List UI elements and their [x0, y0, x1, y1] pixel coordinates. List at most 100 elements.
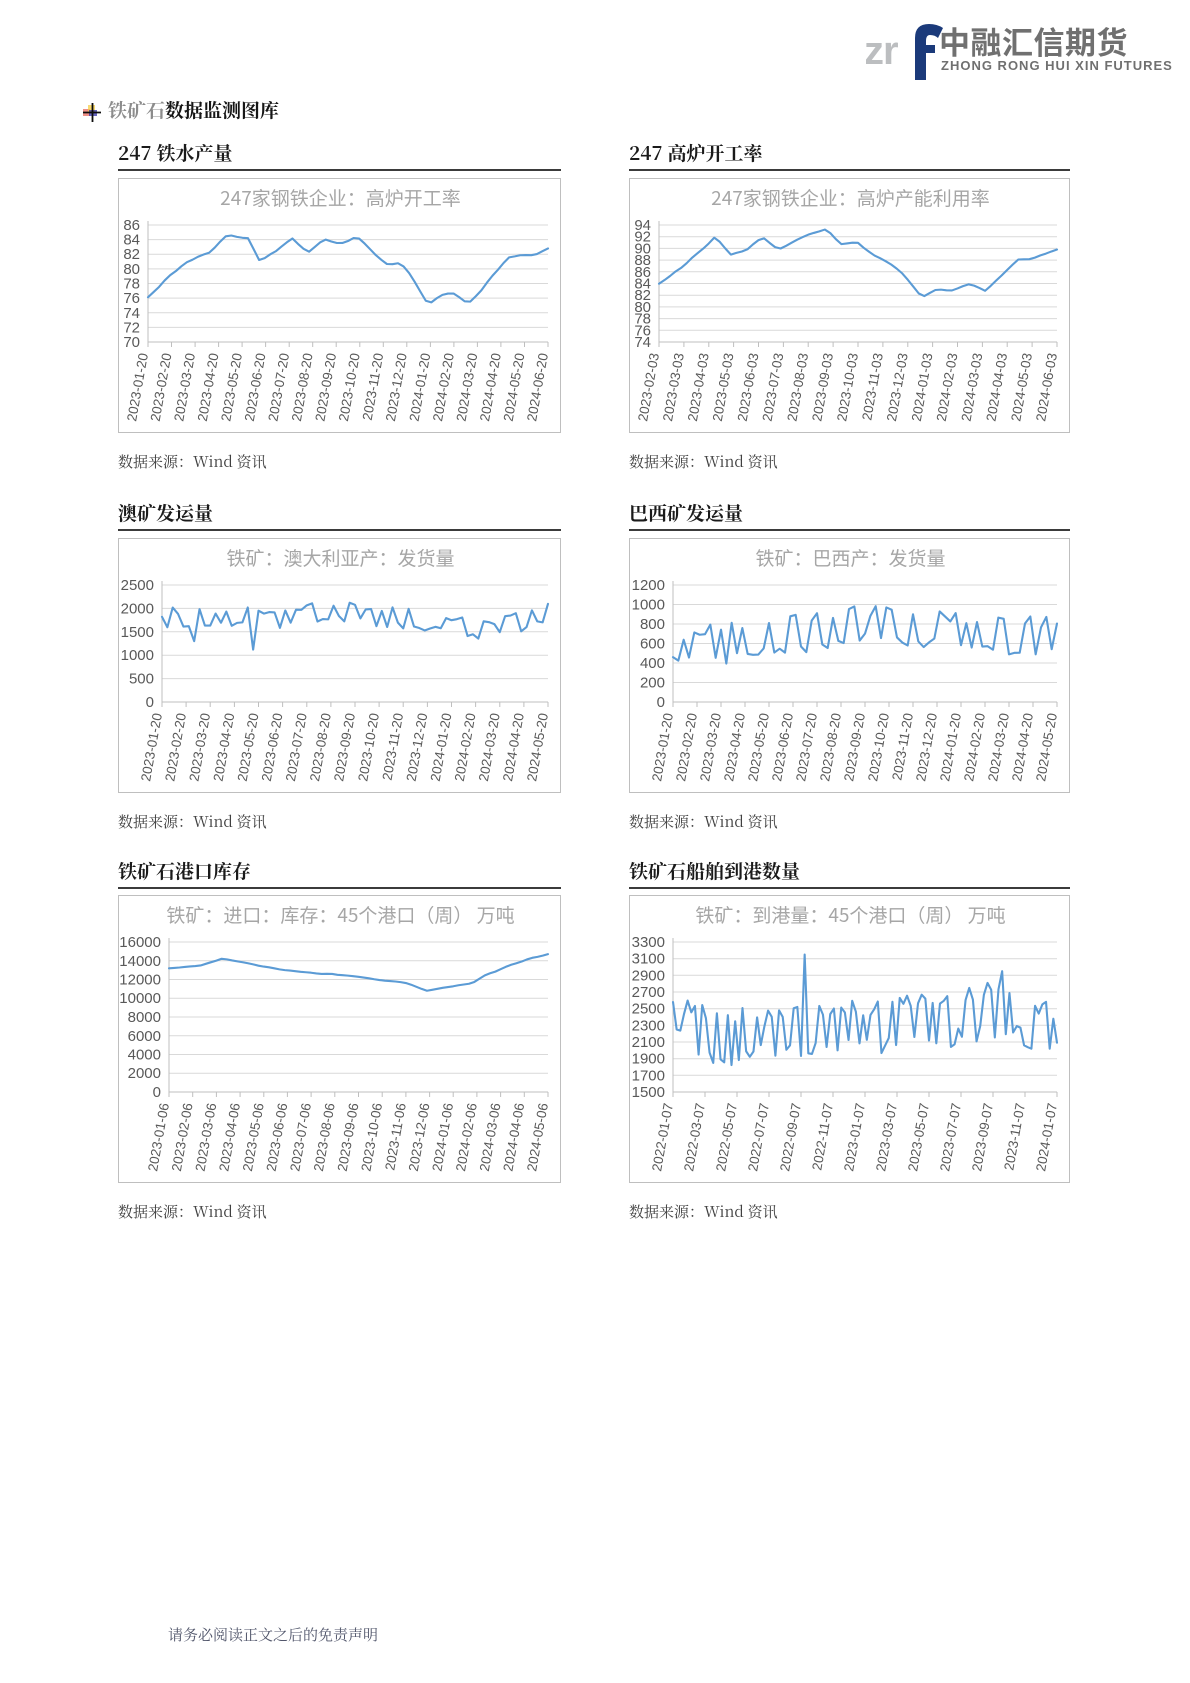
svg-text:78: 78: [123, 276, 140, 293]
svg-text:2023-07-20: 2023-07-20: [265, 352, 292, 423]
svg-text:2024-02-20: 2024-02-20: [430, 352, 457, 423]
svg-text:2023-12-20: 2023-12-20: [404, 712, 431, 783]
svg-text:2024-01-07: 2024-01-07: [1033, 1102, 1060, 1173]
svg-text:500: 500: [129, 671, 154, 688]
svg-text:2024-01-06: 2024-01-06: [429, 1102, 456, 1173]
svg-text:14000: 14000: [119, 953, 161, 970]
svg-text:1000: 1000: [121, 647, 154, 664]
svg-text:2023-05-20: 2023-05-20: [745, 712, 772, 783]
svg-text:2023-08-06: 2023-08-06: [311, 1102, 338, 1173]
svg-text:2023-01-20: 2023-01-20: [138, 712, 165, 783]
svg-text:84: 84: [123, 232, 140, 249]
svg-text:2023-01-07: 2023-01-07: [841, 1102, 868, 1173]
svg-text:zr: zr: [866, 29, 898, 73]
svg-text:2023-01-06: 2023-01-06: [145, 1102, 172, 1173]
svg-text:2100: 2100: [632, 1034, 665, 1051]
svg-text:2000: 2000: [128, 1065, 161, 1082]
svg-text:16000: 16000: [119, 934, 161, 951]
svg-text:铁矿：进口：库存：45个港口（周） 万吨: 铁矿：进口：库存：45个港口（周） 万吨: [166, 901, 514, 928]
svg-text:2500: 2500: [632, 1001, 665, 1018]
svg-text:2023-09-06: 2023-09-06: [335, 1102, 362, 1173]
svg-text:2023-07-20: 2023-07-20: [793, 712, 820, 783]
svg-text:2023-02-06: 2023-02-06: [169, 1102, 196, 1173]
svg-text:2023-04-06: 2023-04-06: [216, 1102, 243, 1173]
svg-text:2024-01-20: 2024-01-20: [428, 712, 455, 783]
svg-text:2023-09-20: 2023-09-20: [841, 712, 868, 783]
svg-text:2023-05-20: 2023-05-20: [235, 712, 262, 783]
svg-text:2024-01-20: 2024-01-20: [407, 352, 434, 423]
svg-text:2024-05-06: 2024-05-06: [524, 1102, 551, 1173]
svg-text:2023-02-03: 2023-02-03: [635, 352, 662, 423]
svg-text:2022-07-07: 2022-07-07: [745, 1102, 772, 1173]
svg-text:2024-04-20: 2024-04-20: [1009, 712, 1036, 783]
svg-text:铁矿：澳大利亚产：发货量: 铁矿：澳大利亚产：发货量: [226, 544, 454, 571]
svg-text:2022-11-07: 2022-11-07: [809, 1102, 836, 1172]
svg-text:0: 0: [146, 694, 154, 711]
svg-text:2024-05-20: 2024-05-20: [1033, 712, 1060, 783]
svg-text:2023-05-20: 2023-05-20: [218, 352, 245, 423]
svg-text:6000: 6000: [128, 1028, 161, 1045]
svg-text:2024-03-20: 2024-03-20: [476, 712, 503, 783]
svg-text:铁矿：巴西产：发货量: 铁矿：巴西产：发货量: [755, 544, 945, 571]
svg-text:76: 76: [123, 290, 140, 307]
svg-text:2024-04-20: 2024-04-20: [477, 352, 504, 423]
svg-text:4000: 4000: [128, 1047, 161, 1064]
svg-text:1900: 1900: [632, 1051, 665, 1068]
svg-text:2023-05-03: 2023-05-03: [710, 352, 737, 423]
svg-text:2023-08-20: 2023-08-20: [289, 352, 316, 423]
svg-text:82: 82: [123, 246, 140, 263]
svg-text:2023-07-20: 2023-07-20: [283, 712, 310, 783]
svg-text:2023-03-20: 2023-03-20: [171, 352, 198, 423]
svg-text:2023-10-06: 2023-10-06: [358, 1102, 385, 1173]
svg-text:2023-03-07: 2023-03-07: [873, 1102, 900, 1173]
svg-text:12000: 12000: [119, 972, 161, 989]
svg-text:2023-06-20: 2023-06-20: [259, 712, 286, 783]
svg-text:3100: 3100: [632, 951, 665, 968]
svg-text:2500: 2500: [121, 577, 154, 594]
svg-text:2023-07-06: 2023-07-06: [287, 1102, 314, 1173]
svg-text:2700: 2700: [632, 984, 665, 1001]
svg-text:2023-12-20: 2023-12-20: [913, 712, 940, 783]
svg-text:2024-03-20: 2024-03-20: [985, 712, 1012, 783]
svg-text:2023-11-20: 2023-11-20: [360, 352, 387, 422]
svg-text:2023-04-20: 2023-04-20: [211, 712, 238, 783]
svg-text:2900: 2900: [632, 967, 665, 984]
svg-text:80: 80: [123, 261, 140, 278]
svg-text:2023-11-07: 2023-11-07: [1001, 1102, 1028, 1172]
svg-text:2024-03-20: 2024-03-20: [454, 352, 481, 423]
svg-text:2023-02-20: 2023-02-20: [148, 352, 175, 423]
svg-text:10000: 10000: [119, 990, 161, 1007]
svg-text:2024-03-06: 2024-03-06: [477, 1102, 504, 1173]
svg-text:72: 72: [123, 319, 140, 336]
svg-text:2023-11-06: 2023-11-06: [382, 1102, 409, 1172]
svg-text:2023-09-20: 2023-09-20: [331, 712, 358, 783]
svg-text:200: 200: [640, 675, 665, 692]
svg-text:2023-06-20: 2023-06-20: [769, 712, 796, 783]
svg-text:2300: 2300: [632, 1017, 665, 1034]
svg-text:94: 94: [634, 217, 651, 234]
svg-text:2022-05-07: 2022-05-07: [713, 1102, 740, 1173]
svg-text:1500: 1500: [121, 624, 154, 641]
svg-text:2023-08-03: 2023-08-03: [784, 352, 811, 423]
svg-text:1700: 1700: [632, 1067, 665, 1084]
svg-text:2024-01-20: 2024-01-20: [937, 712, 964, 783]
svg-text:2023-12-03: 2023-12-03: [884, 352, 911, 423]
svg-text:2024-02-20: 2024-02-20: [961, 712, 988, 783]
svg-text:0: 0: [153, 1084, 161, 1101]
svg-text:2024-04-06: 2024-04-06: [500, 1102, 527, 1173]
svg-text:2023-06-20: 2023-06-20: [242, 352, 269, 423]
svg-text:2024-06-03: 2024-06-03: [1033, 352, 1060, 423]
svg-text:2024-01-03: 2024-01-03: [909, 352, 936, 423]
svg-text:86: 86: [123, 217, 140, 234]
svg-text:2023-11-20: 2023-11-20: [380, 712, 407, 782]
svg-text:2023-12-06: 2023-12-06: [406, 1102, 433, 1173]
svg-text:2023-10-20: 2023-10-20: [865, 712, 892, 783]
svg-text:2022-01-07: 2022-01-07: [649, 1102, 676, 1173]
svg-text:247家钢铁企业：高炉产能利用率: 247家钢铁企业：高炉产能利用率: [711, 184, 990, 211]
svg-text:2023-11-03: 2023-11-03: [859, 352, 886, 422]
svg-text:2022-03-07: 2022-03-07: [681, 1102, 708, 1173]
svg-text:2023-09-03: 2023-09-03: [809, 352, 836, 423]
svg-text:2023-08-20: 2023-08-20: [817, 712, 844, 783]
svg-text:2023-02-20: 2023-02-20: [162, 712, 189, 783]
svg-text:74: 74: [123, 305, 140, 322]
